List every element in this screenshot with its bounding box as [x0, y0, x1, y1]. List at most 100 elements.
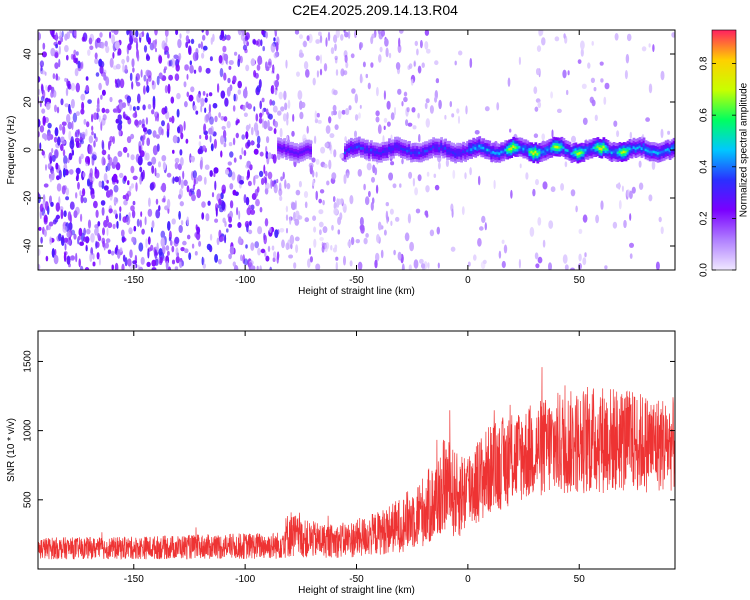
- heatmap-cell: [467, 261, 471, 267]
- heatmap-signal-cell: [346, 148, 349, 152]
- heatmap-signal-cell: [518, 145, 522, 149]
- heatmap-cell: [351, 88, 356, 94]
- heatmap-signal-cell: [510, 154, 514, 158]
- heatmap-signal-cell: [458, 153, 461, 157]
- heatmap-cell: [403, 96, 408, 103]
- heatmap-signal-cell: [352, 154, 355, 158]
- heatmap-cell: [376, 234, 380, 243]
- heatmap-signal-cell: [289, 149, 292, 153]
- heatmap-cell: [541, 37, 546, 46]
- heatmap-cell: [84, 267, 90, 270]
- heatmap-cell: [272, 65, 275, 72]
- heatmap-cell: [79, 265, 84, 270]
- heatmap-cell: [171, 245, 175, 253]
- heatmap-cell: [98, 82, 102, 91]
- heatmap-cell: [109, 189, 113, 196]
- heatmap-cell: [137, 93, 141, 104]
- heatmap-signal-cell: [564, 150, 568, 154]
- heatmap-cell: [587, 62, 591, 69]
- heatmap-signal-cell: [440, 150, 443, 154]
- heatmap-signal-cell: [303, 144, 306, 148]
- heatmap-signal-cell: [634, 141, 638, 145]
- heatmap-cell: [427, 262, 430, 269]
- heatmap-cell: [63, 252, 67, 262]
- heatmap-signal-cell: [596, 152, 600, 157]
- heatmap-cell: [202, 263, 206, 269]
- heatmap-cell: [383, 117, 388, 123]
- heatmap-signal-cell: [436, 143, 439, 147]
- heatmap-cell: [297, 90, 303, 100]
- heatmap-cell: [201, 256, 204, 266]
- heatmap-signal-cell: [291, 141, 294, 146]
- heatmap-cell: [41, 51, 47, 58]
- heatmap-signal-cell: [466, 141, 469, 145]
- heatmap-signal-cell: [540, 153, 544, 157]
- heatmap-signal-cell: [484, 150, 488, 154]
- heatmap-signal-cell: [424, 157, 427, 161]
- heatmap-signal-cell: [524, 147, 528, 151]
- heatmap-cell: [121, 263, 125, 270]
- heatmap-cell: [533, 133, 539, 138]
- heatmap-signal-cell: [508, 142, 512, 146]
- heatmap-cell: [272, 154, 277, 164]
- heatmap-cell: [548, 262, 552, 270]
- heatmap-signal-cell: [624, 142, 628, 146]
- heatmap-cell: [148, 197, 151, 207]
- heatmap-signal-cell: [500, 147, 504, 151]
- heatmap-cell: [145, 152, 150, 161]
- heatmap-signal-cell: [560, 136, 564, 141]
- heatmap-cell: [317, 119, 322, 124]
- heatmap-cell: [212, 103, 218, 109]
- heatmap-signal-cell: [580, 145, 584, 149]
- heatmap-signal-cell: [636, 151, 640, 155]
- heatmap-signal-cell: [534, 147, 538, 151]
- heatmap-cell: [383, 90, 386, 100]
- heatmap-signal-cell: [474, 144, 478, 148]
- heatmap-signal-cell: [454, 144, 457, 148]
- heatmap-cell: [39, 60, 45, 68]
- heatmap-signal-cell: [530, 147, 534, 151]
- heatmap-cell: [146, 78, 149, 87]
- heatmap-cell: [417, 65, 422, 74]
- heatmap-signal-cell: [566, 148, 570, 152]
- heatmap-cell: [274, 80, 279, 88]
- heatmap-signal-cell: [586, 140, 590, 144]
- heatmap-cell: [124, 64, 128, 72]
- snr-x-tick-label: 0: [465, 574, 471, 585]
- heatmap-signal-cell: [354, 151, 357, 155]
- heatmap-signal-cell: [460, 159, 463, 163]
- heatmap-signal-cell: [598, 149, 602, 153]
- heatmap-cell: [136, 106, 140, 111]
- heatmap-signal-cell: [520, 145, 524, 149]
- heatmap-signal-cell: [538, 148, 542, 152]
- heatmap-cell: [68, 222, 73, 231]
- heatmap-signal-cell: [506, 151, 510, 155]
- heatmap-cell: [114, 40, 120, 50]
- heatmap-signal-cell: [566, 143, 570, 147]
- heatmap-signal-cell: [638, 142, 642, 146]
- heatmap-signal-cell: [295, 151, 298, 155]
- heatmap-signal-cell: [590, 149, 594, 154]
- heatmap-cell: [315, 190, 318, 201]
- heatmap-signal-cell: [374, 147, 377, 151]
- heatmap-signal-cell: [616, 145, 620, 149]
- heatmap-signal-cell: [574, 155, 578, 159]
- heatmap-cell: [80, 108, 85, 115]
- heatmap-cell: [40, 236, 43, 244]
- heatmap-signal-cell: [356, 153, 359, 157]
- heatmap-cell: [401, 101, 404, 107]
- heatmap-signal-cell: [279, 140, 282, 144]
- heatmap-signal-cell: [366, 145, 369, 149]
- heatmap-signal-cell: [552, 142, 556, 146]
- heatmap-cell: [134, 110, 137, 118]
- heatmap-cell: [258, 117, 263, 124]
- heatmap-signal-cell: [293, 143, 296, 147]
- heatmap-signal-cell: [396, 139, 399, 143]
- heatmap-cell: [188, 94, 194, 102]
- heatmap-cell: [308, 33, 313, 44]
- heatmap-signal-cell: [279, 148, 282, 152]
- heatmap-cell: [250, 204, 255, 210]
- heatmap-signal-cell: [344, 158, 347, 163]
- heatmap-signal-cell: [612, 142, 616, 146]
- heatmap-cell: [95, 240, 98, 250]
